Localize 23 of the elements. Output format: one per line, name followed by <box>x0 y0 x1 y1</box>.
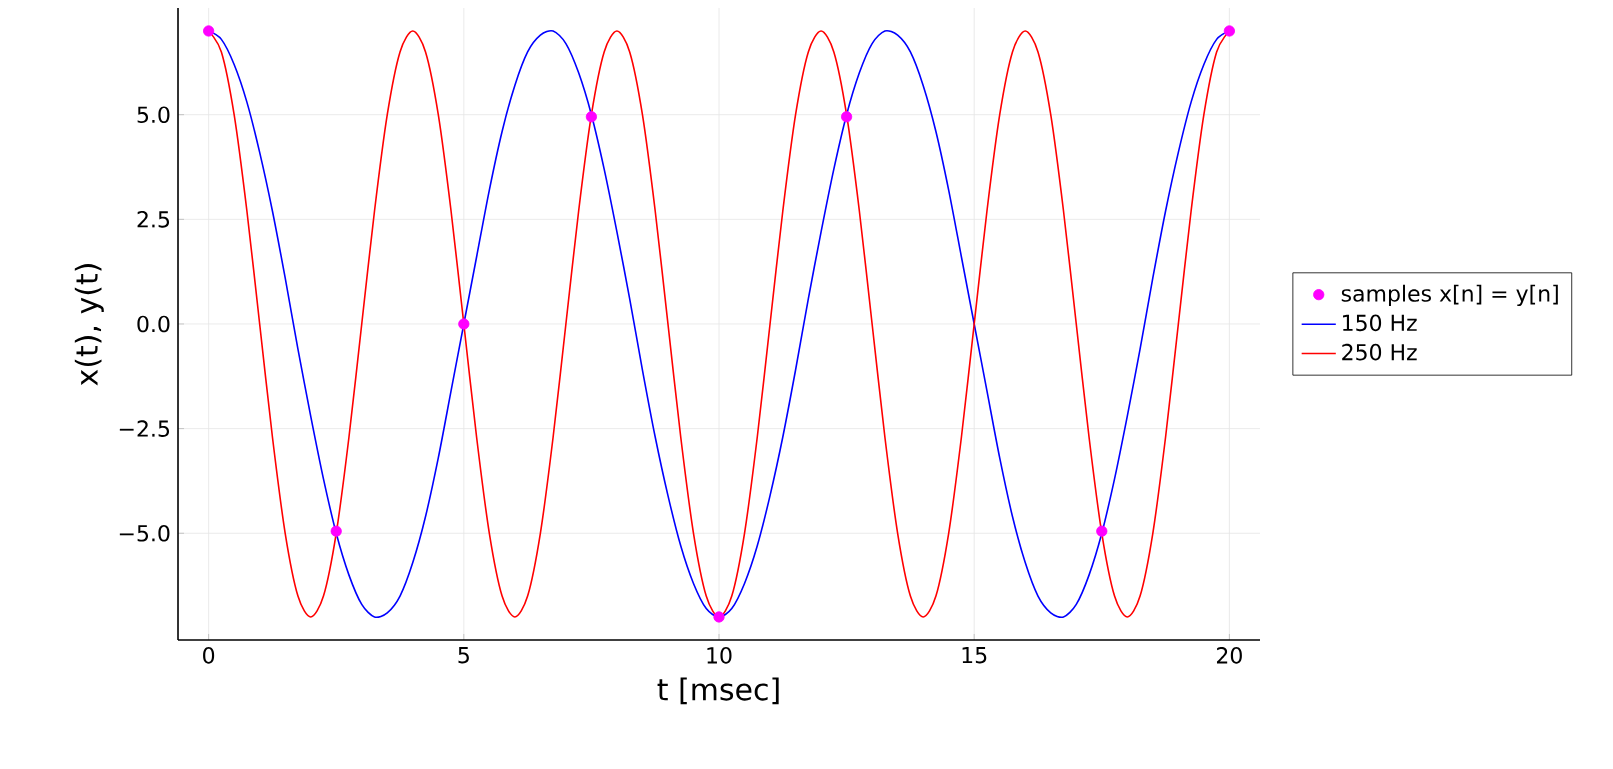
x-tick-label: 15 <box>962 647 987 664</box>
y-tick-label: −2.5 <box>119 420 170 437</box>
x-tick-label: 10 <box>707 647 732 664</box>
x-tick-label: 0 <box>203 647 215 664</box>
point <box>841 111 853 123</box>
y-axis-title: x(t), y(t) <box>74 264 104 386</box>
point <box>330 525 342 537</box>
point <box>713 611 725 623</box>
x-tick-label: 5 <box>458 647 469 664</box>
legend-label: samples x[n] = y[n] <box>1341 284 1558 307</box>
y-tick-label: 0.0 <box>137 315 170 333</box>
point <box>1223 25 1235 37</box>
point <box>458 318 470 330</box>
legend-label: 250 Hz <box>1342 343 1417 361</box>
x-tick-label: 20 <box>1216 647 1242 664</box>
x-axis-title: t [msec] <box>657 677 779 705</box>
y-tick-label: 2.5 <box>137 211 170 228</box>
point <box>1096 525 1108 537</box>
y-tick-label: 5.0 <box>137 106 170 124</box>
point <box>585 111 598 123</box>
legend-label: 150 Hz <box>1343 314 1417 332</box>
point <box>203 25 215 37</box>
y-tick-label: −5.0 <box>119 524 170 542</box>
